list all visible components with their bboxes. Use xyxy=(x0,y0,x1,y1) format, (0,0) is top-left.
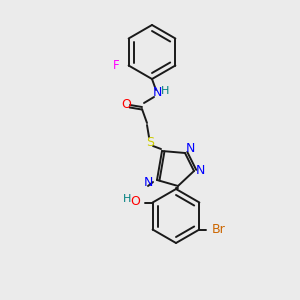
Text: H: H xyxy=(123,194,132,205)
Text: N: N xyxy=(144,176,153,188)
Text: N: N xyxy=(195,164,205,178)
Text: N: N xyxy=(185,142,195,155)
Text: S: S xyxy=(146,136,154,148)
Text: Br: Br xyxy=(212,223,225,236)
Text: N: N xyxy=(152,86,162,100)
Text: O: O xyxy=(131,195,141,208)
Text: F: F xyxy=(113,59,120,72)
Text: H: H xyxy=(161,86,169,96)
Text: O: O xyxy=(121,98,131,112)
